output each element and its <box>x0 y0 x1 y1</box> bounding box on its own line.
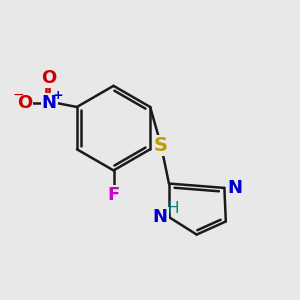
Text: O: O <box>42 69 57 87</box>
Text: N: N <box>153 208 168 226</box>
Text: N: N <box>42 94 57 112</box>
Text: +: + <box>52 89 63 102</box>
Text: S: S <box>154 136 168 155</box>
Text: F: F <box>107 186 120 204</box>
Text: O: O <box>17 94 32 112</box>
Text: −: − <box>13 88 24 102</box>
Text: H: H <box>168 201 179 216</box>
Text: N: N <box>227 179 242 197</box>
